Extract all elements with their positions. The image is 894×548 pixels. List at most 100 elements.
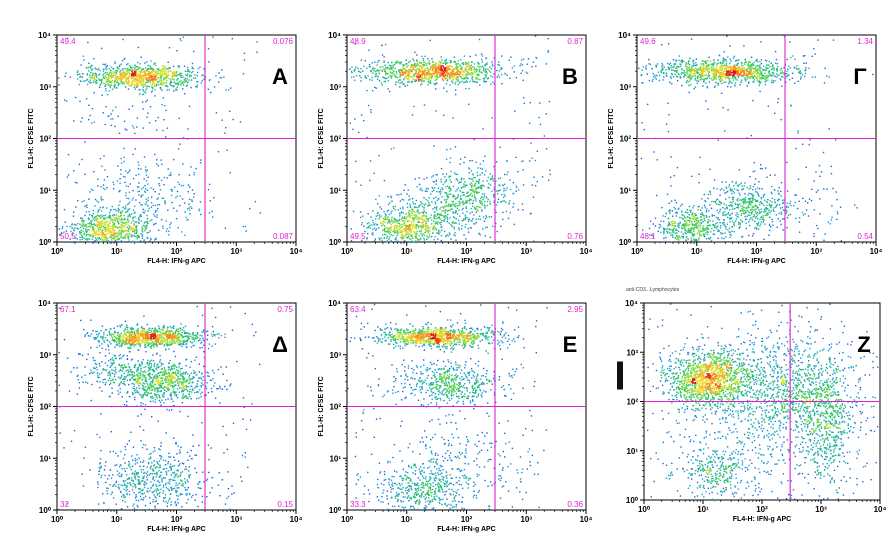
event-point (444, 206, 445, 207)
event-point (771, 192, 772, 193)
event-point (140, 75, 141, 76)
event-point (421, 222, 422, 223)
event-point (666, 75, 667, 76)
event-point (671, 78, 672, 79)
event-point (360, 72, 361, 73)
event-point (468, 232, 469, 233)
event-point (442, 220, 443, 221)
event-point (382, 234, 383, 235)
event-point (143, 69, 144, 70)
event-point (198, 68, 199, 69)
event-point (155, 205, 156, 206)
event-point (385, 222, 386, 223)
event-point (753, 233, 754, 234)
event-point (659, 227, 660, 228)
event-point (457, 72, 458, 73)
event-point (439, 60, 440, 61)
event-point (777, 227, 778, 228)
event-point (498, 190, 499, 191)
event-point (656, 78, 657, 79)
event-point (665, 216, 666, 217)
event-point (111, 234, 112, 235)
event-point (119, 66, 120, 67)
event-point (93, 58, 94, 59)
event-point (145, 166, 146, 167)
event-point (118, 85, 119, 86)
event-point (78, 74, 79, 75)
event-point (459, 223, 460, 224)
event-point (162, 130, 163, 131)
event-point (416, 60, 417, 61)
event-point (117, 221, 118, 222)
event-point (108, 77, 109, 78)
event-point (106, 239, 107, 240)
event-point (423, 238, 424, 239)
event-point (374, 224, 375, 225)
event-point (438, 191, 439, 192)
event-point (447, 195, 448, 196)
event-point (157, 71, 158, 72)
event-point (143, 187, 144, 188)
event-point (98, 229, 99, 230)
event-point (413, 66, 414, 67)
event-point (423, 58, 424, 59)
event-point (683, 233, 684, 234)
event-point (452, 223, 453, 224)
event-point (792, 78, 793, 79)
event-point (446, 73, 447, 74)
event-point (209, 184, 210, 185)
event-point (209, 80, 210, 81)
event-point (465, 82, 466, 83)
event-point (462, 213, 463, 214)
event-point (111, 82, 112, 83)
event-point (95, 199, 96, 200)
event-point (128, 225, 129, 226)
event-point (88, 63, 89, 64)
event-point (152, 85, 153, 86)
event-point (506, 161, 507, 162)
event-point (88, 229, 89, 230)
event-point (498, 178, 499, 179)
event-point (412, 58, 413, 59)
event-point (118, 209, 119, 210)
event-point (118, 216, 119, 217)
event-point (403, 190, 404, 191)
event-point (727, 217, 728, 218)
event-point (723, 51, 724, 52)
event-point (470, 56, 471, 57)
event-point (368, 226, 369, 227)
event-point (106, 79, 107, 80)
event-point (447, 75, 448, 76)
event-point (399, 223, 400, 224)
event-point (145, 83, 146, 84)
event-point (499, 77, 500, 78)
event-point (146, 61, 147, 62)
event-point (504, 200, 505, 201)
event-point (752, 195, 753, 196)
event-point (151, 206, 152, 207)
event-point (487, 78, 488, 79)
event-point (172, 78, 173, 79)
event-point (406, 226, 407, 227)
event-point (140, 233, 141, 234)
event-point (455, 146, 456, 147)
event-point (449, 162, 450, 163)
event-point (190, 87, 191, 88)
event-point (139, 67, 140, 68)
event-point (789, 79, 790, 80)
event-point (436, 64, 437, 65)
event-point (225, 89, 226, 90)
event-point (375, 218, 376, 219)
event-point (128, 83, 129, 84)
event-point (480, 219, 481, 220)
event-point (137, 229, 138, 230)
event-point (80, 121, 81, 122)
event-point (410, 228, 411, 229)
event-point (649, 80, 650, 81)
event-point (83, 228, 84, 229)
event-point (410, 207, 411, 208)
event-point (113, 188, 114, 189)
event-point (708, 194, 709, 195)
event-point (454, 205, 455, 206)
event-point (103, 73, 104, 74)
